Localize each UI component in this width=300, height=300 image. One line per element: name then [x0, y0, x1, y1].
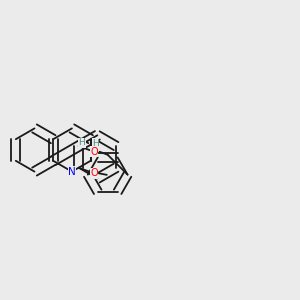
Text: O: O	[90, 147, 98, 157]
Text: N: N	[68, 167, 76, 177]
Text: O: O	[90, 168, 98, 178]
Text: H: H	[79, 138, 85, 147]
Text: H: H	[92, 139, 99, 148]
